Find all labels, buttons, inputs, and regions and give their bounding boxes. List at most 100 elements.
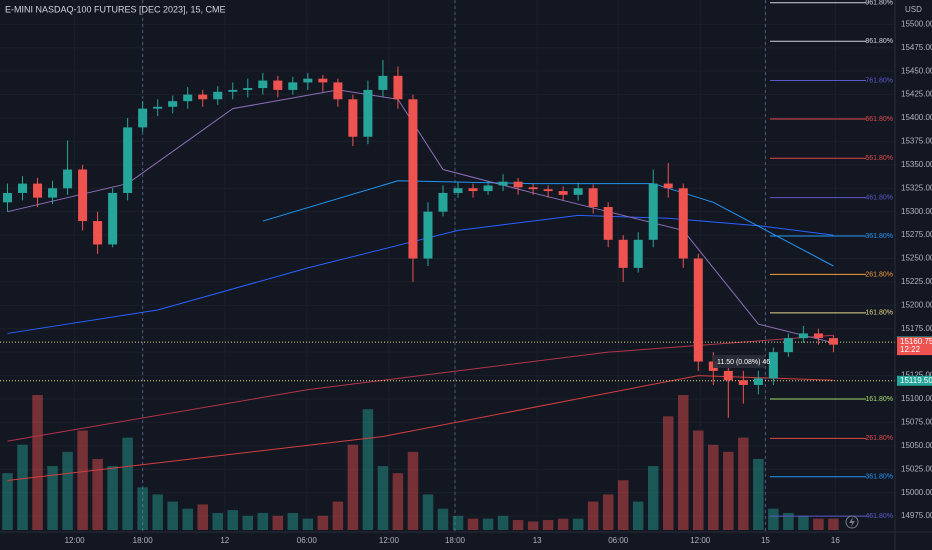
volume-bar	[17, 444, 28, 530]
y-tick-label: 15275.00	[901, 230, 932, 239]
volume-bar	[197, 504, 208, 530]
candle-body	[753, 378, 763, 385]
y-tick-label: 15475.00	[901, 43, 932, 52]
candle-body	[558, 191, 568, 195]
price-tag	[897, 375, 932, 386]
volume-bar	[317, 515, 329, 530]
volume-bar	[362, 409, 374, 530]
volume-bar	[708, 444, 719, 530]
volume-bar	[647, 466, 659, 530]
volume-bar	[62, 451, 73, 530]
candle-body	[153, 106, 163, 109]
fib-label: 461.80%	[865, 513, 893, 520]
x-tick-label: 18:00	[445, 536, 466, 545]
candle-body	[768, 352, 778, 379]
alert-icon[interactable]	[845, 515, 859, 529]
candle-body	[828, 338, 838, 345]
candle-body	[78, 169, 88, 222]
volume-bar	[47, 466, 58, 530]
fib-label: 161.80%	[865, 310, 893, 317]
candle-body	[798, 333, 808, 339]
measure-label: 11.50 (0.08%) 46	[717, 359, 770, 366]
x-tick-label: 18:00	[133, 536, 154, 545]
candle-body	[393, 75, 403, 100]
volume-bar	[137, 487, 148, 530]
volume-bar	[602, 494, 614, 530]
volume-bar	[407, 451, 419, 530]
price-tag-countdown: 12:22	[900, 345, 921, 354]
candle-body	[723, 370, 733, 381]
moving-average	[7, 89, 834, 344]
volume-bar	[542, 520, 554, 530]
x-tick-label: 13	[533, 536, 542, 545]
volume-bar	[572, 518, 584, 530]
candle-body	[483, 185, 493, 192]
fib-label: 961.80%	[865, 0, 893, 7]
volume-bar	[662, 416, 674, 530]
volume-bar	[437, 508, 449, 530]
volume-bar	[828, 518, 839, 530]
volume-bar	[723, 451, 734, 530]
candle-body	[33, 183, 43, 198]
candle-body	[183, 94, 193, 102]
volume-bar	[182, 508, 193, 530]
volume-bar	[512, 520, 524, 530]
candle-body	[258, 80, 268, 89]
x-tick-label: 12	[220, 536, 229, 545]
volume-bar	[497, 515, 509, 530]
candle-body	[303, 78, 313, 83]
candle-body	[348, 99, 358, 137]
candle-body	[333, 82, 343, 100]
fib-label: 261.80%	[865, 271, 893, 278]
y-tick-label: 15325.00	[901, 183, 932, 192]
volume-bar	[227, 510, 239, 530]
moving-average	[7, 334, 834, 442]
fib-label: 561.80%	[865, 155, 893, 162]
axes: 14975.00 15000.00 15025.00 15050.00 15075.00…	[65, 19, 932, 545]
volume-bar	[678, 395, 689, 530]
candle-body	[783, 338, 793, 353]
candle-body	[123, 127, 133, 193]
candle-body	[318, 78, 328, 83]
x-tick-label: 12:00	[379, 536, 400, 545]
moving-average	[7, 214, 834, 334]
fib-label: 861.80%	[865, 38, 893, 45]
fib-label: 661.80%	[865, 116, 893, 123]
volume-bar	[272, 515, 284, 530]
candle-body	[18, 183, 28, 193]
fib-label: 361.80%	[865, 233, 893, 240]
measure-bg	[713, 355, 765, 368]
y-tick-label: 14975.00	[901, 511, 932, 520]
volume-bar	[257, 512, 269, 530]
volume-bar	[587, 501, 599, 530]
volume-bar	[242, 515, 254, 530]
candle-body	[138, 108, 148, 128]
y-tick-label: 15400.00	[901, 113, 932, 122]
y-tick-label: 15000.00	[901, 488, 932, 497]
fib-label: 461.80%	[865, 194, 893, 201]
volume-bar	[783, 512, 794, 530]
price-tag-label: 15160.75	[900, 337, 932, 346]
x-tick-label: 12:00	[690, 536, 711, 545]
price-tag-label: 15119.50	[900, 376, 932, 385]
candle-body	[633, 239, 643, 268]
candle-body	[528, 187, 538, 190]
candle-body	[243, 88, 253, 90]
y-tick-label: 15075.00	[901, 418, 932, 427]
candle-body	[498, 181, 508, 186]
volume-bar	[32, 395, 43, 530]
volume	[2, 395, 839, 530]
volume-bar	[287, 512, 299, 530]
candle-body	[453, 188, 463, 193]
volume-bar	[768, 508, 779, 530]
chart-title: E-MINI NASDAQ-100 FUTURES [DEC 2023], 15…	[5, 4, 226, 14]
candle-body	[3, 192, 13, 203]
candle-body	[408, 99, 418, 259]
candle-body	[543, 189, 553, 192]
x-tick-label: 12:00	[65, 536, 86, 545]
volume-bar	[392, 473, 404, 530]
candles	[3, 59, 838, 418]
candle-body	[363, 89, 373, 137]
fib-label: 261.80%	[865, 435, 893, 442]
